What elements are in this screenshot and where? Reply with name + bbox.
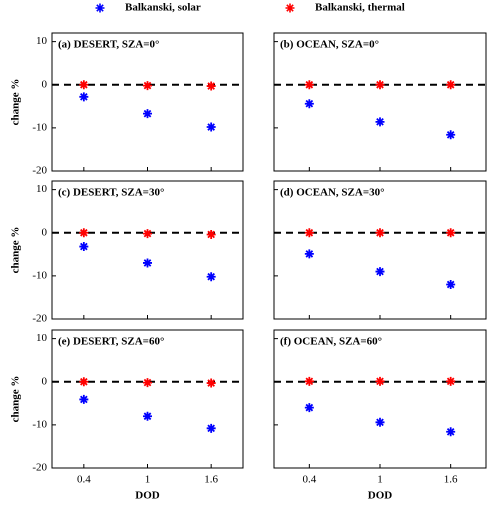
panel-title: (e) DESERT, SZA=60° <box>58 336 164 348</box>
y-tick-label: 0 <box>42 226 48 238</box>
data-point <box>206 81 216 91</box>
panel-title: (a) DESERT, SZA=0° <box>58 39 159 51</box>
data-point <box>206 122 216 132</box>
data-point <box>304 228 314 238</box>
y-tick-label: 10 <box>36 35 48 47</box>
data-point <box>304 249 314 259</box>
data-point <box>143 411 152 421</box>
x-axis-label: DOD <box>135 490 160 502</box>
legend-marker <box>95 3 105 13</box>
data-point <box>206 423 216 433</box>
y-tick-label: -10 <box>32 418 47 430</box>
data-point <box>446 427 456 437</box>
y-tick-label: -10 <box>32 269 47 281</box>
data-point <box>375 417 385 427</box>
data-point <box>375 117 385 127</box>
data-point <box>143 378 152 388</box>
legend-marker <box>285 3 295 13</box>
panel-title: (b) OCEAN, SZA=0° <box>280 39 379 51</box>
y-tick-label: 10 <box>36 183 48 195</box>
data-point <box>446 280 456 289</box>
data-point <box>304 403 314 413</box>
panel-frame <box>51 32 244 172</box>
y-tick-label: -20 <box>32 462 47 474</box>
data-point <box>143 81 152 91</box>
data-point <box>375 228 385 238</box>
y-tick-label: -10 <box>32 121 47 133</box>
data-point <box>446 130 456 140</box>
x-tick-label: 0.4 <box>77 474 91 486</box>
data-point <box>143 229 152 239</box>
data-point <box>143 258 152 268</box>
panel-title: (c) DESERT, SZA=30° <box>58 187 164 199</box>
y-tick-label: 10 <box>36 332 48 344</box>
data-point <box>375 80 385 90</box>
panel-frame <box>51 180 244 320</box>
y-axis-label: change % <box>10 376 22 423</box>
y-axis-label: change % <box>10 79 22 126</box>
y-tick-label: 0 <box>42 78 48 90</box>
panel-frame <box>273 32 487 172</box>
x-tick-label: 1.6 <box>444 474 458 486</box>
y-tick-label: -20 <box>32 313 47 325</box>
data-point <box>304 99 314 109</box>
data-point <box>206 378 216 388</box>
legend-label: Balkanski, solar <box>125 2 201 14</box>
panel-title: (d) OCEAN, SZA=30° <box>280 187 384 199</box>
data-point <box>79 377 89 387</box>
x-tick-label: 1 <box>377 474 383 486</box>
y-tick-label: -20 <box>32 165 47 177</box>
data-point <box>79 228 89 238</box>
data-point <box>446 80 456 90</box>
data-point <box>143 109 152 119</box>
x-tick-label: 0.4 <box>302 474 316 486</box>
y-tick-label: 0 <box>42 375 48 387</box>
data-point <box>375 267 385 277</box>
data-point <box>206 229 216 239</box>
x-tick-label: 1.6 <box>204 474 218 486</box>
legend-label: Balkanski, thermal <box>315 2 405 14</box>
y-axis-label: change % <box>10 227 22 274</box>
data-point <box>446 228 456 238</box>
data-point <box>79 394 89 404</box>
panel-frame <box>273 180 487 320</box>
panel-title: (f) OCEAN, SZA=60° <box>280 336 382 348</box>
data-point <box>79 242 89 252</box>
x-axis-label: DOD <box>368 490 393 502</box>
x-tick-label: 1 <box>145 474 151 486</box>
panel-frame <box>273 329 487 469</box>
data-point <box>79 80 89 90</box>
data-point <box>304 376 314 386</box>
data-point <box>206 272 216 282</box>
data-point <box>446 376 456 386</box>
data-point <box>375 376 385 386</box>
data-point <box>79 92 89 102</box>
data-point <box>304 80 314 90</box>
